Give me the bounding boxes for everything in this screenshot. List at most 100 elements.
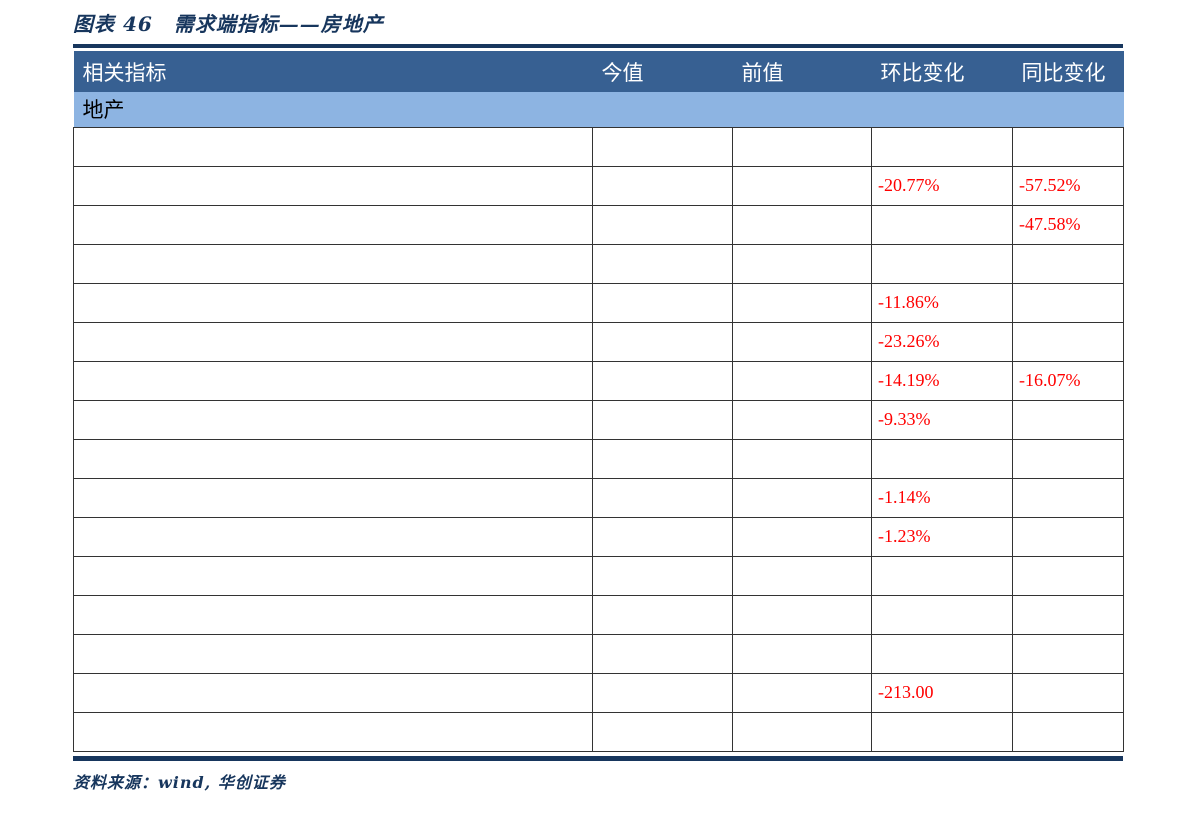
table-row [73,555,1124,596]
cell-mom [871,438,1013,479]
cell-indicator [73,711,593,752]
cell-mom: -1.23% [871,516,1013,557]
cell-current [592,711,733,752]
cell-current [592,321,733,362]
cell-current [592,438,733,479]
cell-indicator [73,438,593,479]
table-row [73,243,1124,284]
table-bottom-rule [73,755,1123,761]
cell-yoy [1012,555,1124,596]
cell-current [592,477,733,518]
cell-previous [732,360,872,401]
cell-current [592,516,733,557]
cell-mom: -20.77% [871,165,1013,206]
cell-mom: -11.86% [871,282,1013,323]
table-row: -1.23% [73,516,1124,557]
cell-mom: -213.00 [871,672,1013,713]
header-cell-mom: 环比变化 [871,51,1013,92]
cell-mom [871,711,1013,752]
cell-previous [732,321,872,362]
cell-current [592,126,733,167]
figure-block: 图表 46 需求端指标——房地产 相关指标 今值 前值 环比变化 同比变化 地产 [73,10,1124,793]
cell-yoy: -16.07% [1012,360,1124,401]
cell-previous [732,711,872,752]
cell-previous [732,399,872,440]
cell-yoy [1012,711,1124,752]
indicators-table: 相关指标 今值 前值 环比变化 同比变化 地产 -20.77% -57.52% -4… [73,51,1124,752]
cell-indicator [73,282,593,323]
table-row: -1.14% [73,477,1124,518]
cell-yoy: -57.52% [1012,165,1124,206]
cell-yoy [1012,399,1124,440]
cell-mom [871,126,1013,167]
cell-mom [871,243,1013,284]
cell-yoy [1012,672,1124,713]
cell-current [592,633,733,674]
cell-yoy [1012,321,1124,362]
header-cell-previous: 前值 [732,51,872,92]
cell-yoy [1012,633,1124,674]
cell-indicator [73,516,593,557]
cell-previous [732,126,872,167]
table-row: -9.33% [73,399,1124,440]
section-label: 地产 [73,92,1124,127]
cell-yoy [1012,594,1124,635]
cell-indicator [73,633,593,674]
table-body: -20.77% -57.52% -47.58% -11.86% -23.26% -14.1… [73,126,1124,752]
cell-current [592,165,733,206]
cell-yoy [1012,282,1124,323]
cell-yoy [1012,243,1124,284]
cell-mom: -23.26% [871,321,1013,362]
source-note: 资料来源：wind, 华创证券 [73,772,286,792]
table-row [73,711,1124,752]
cell-yoy [1012,438,1124,479]
cell-indicator [73,321,593,362]
cell-previous [732,672,872,713]
cell-previous [732,438,872,479]
cell-indicator [73,360,593,401]
cell-yoy [1012,477,1124,518]
cell-previous [732,282,872,323]
table-row: -47.58% [73,204,1124,245]
cell-mom [871,594,1013,635]
cell-yoy [1012,126,1124,167]
cell-current [592,672,733,713]
figure-title: 图表 46 需求端指标——房地产 [73,12,384,36]
table-row: -23.26% [73,321,1124,362]
cell-indicator [73,672,593,713]
header-cell-indicator: 相关指标 [73,51,593,92]
cell-indicator [73,477,593,518]
cell-current [592,204,733,245]
cell-previous [732,243,872,284]
header-cell-yoy: 同比变化 [1012,51,1124,92]
cell-previous [732,204,872,245]
table-row [73,438,1124,479]
cell-mom: -9.33% [871,399,1013,440]
table-row [73,633,1124,674]
cell-indicator [73,555,593,596]
cell-mom [871,204,1013,245]
cell-previous [732,555,872,596]
cell-mom: -14.19% [871,360,1013,401]
header-cell-current: 今值 [592,51,733,92]
table-header-row: 相关指标 今值 前值 环比变化 同比变化 [73,51,1124,92]
cell-mom [871,633,1013,674]
cell-yoy [1012,516,1124,557]
cell-yoy: -47.58% [1012,204,1124,245]
cell-current [592,360,733,401]
cell-current [592,243,733,284]
table-row: -11.86% [73,282,1124,323]
cell-indicator [73,165,593,206]
cell-current [592,555,733,596]
cell-mom [871,555,1013,596]
cell-previous [732,516,872,557]
cell-indicator [73,594,593,635]
cell-previous [732,594,872,635]
section-row: 地产 [73,92,1124,127]
cell-mom: -1.14% [871,477,1013,518]
table-row [73,126,1124,167]
cell-previous [732,165,872,206]
table-row [73,594,1124,635]
cell-current [592,399,733,440]
